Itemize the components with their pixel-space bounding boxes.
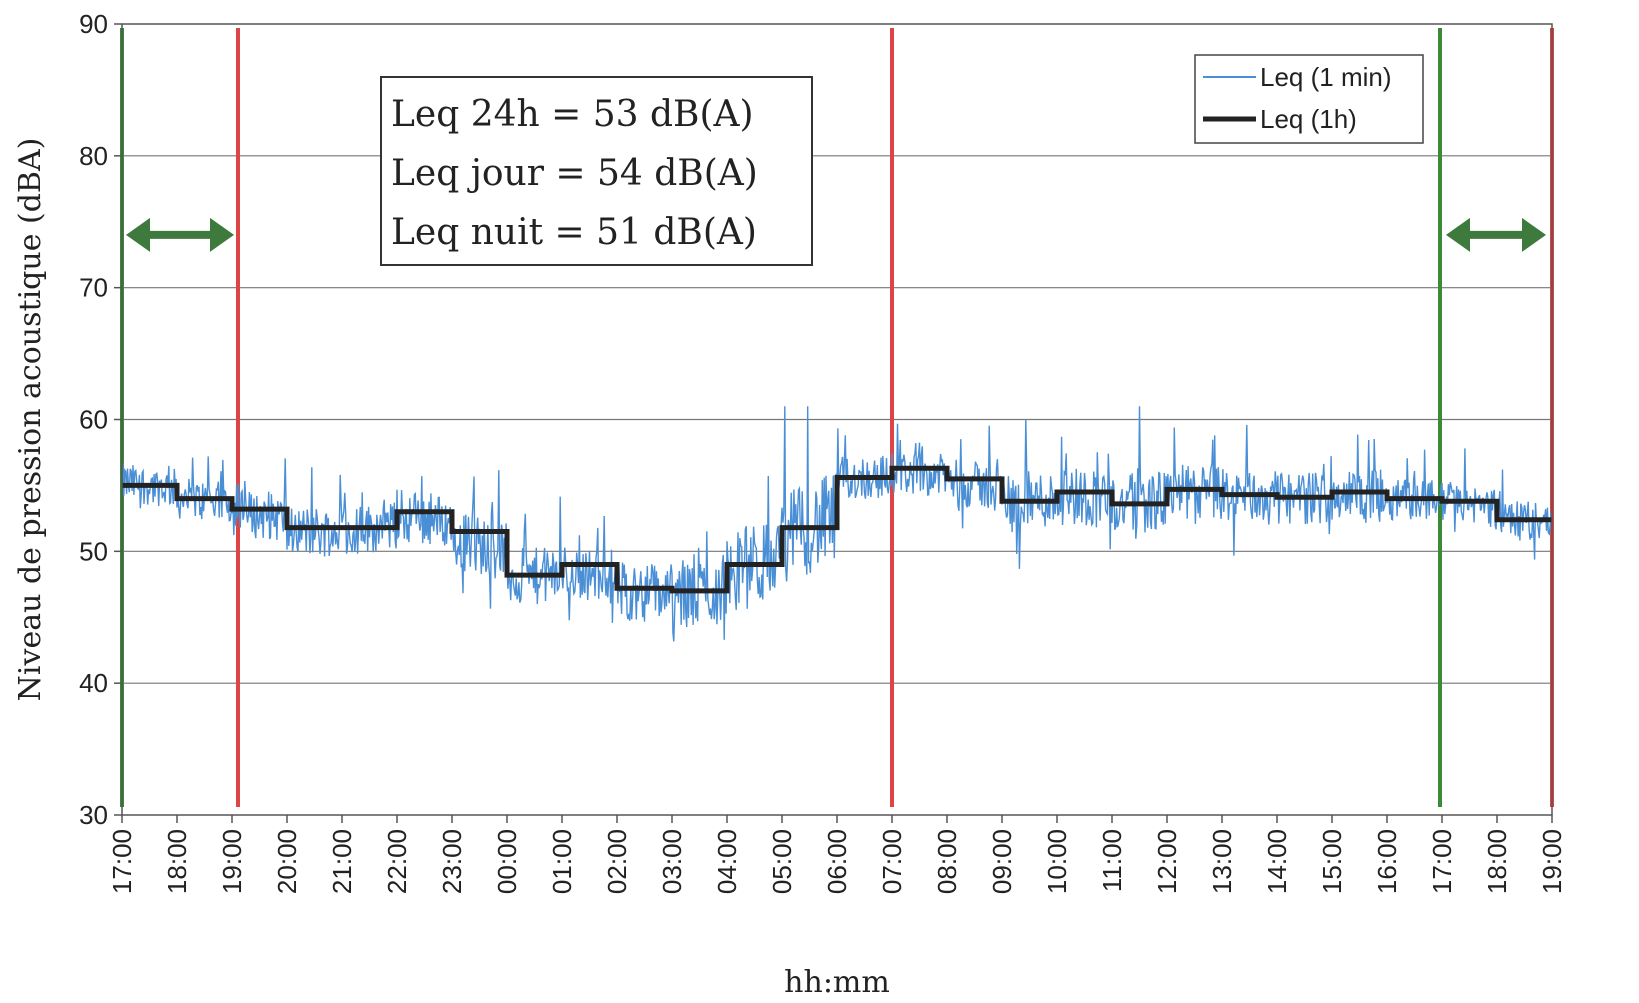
x-axis-title: hh:mm <box>784 965 890 1000</box>
x-tick-label: 17:00 <box>107 829 137 894</box>
x-tick-label: 07:00 <box>877 829 907 894</box>
y-tick-label: 70 <box>79 273 108 303</box>
x-tick-label: 14:00 <box>1262 829 1292 894</box>
series-lines <box>121 406 1552 642</box>
legend: Leq (1 min) Leq (1h) <box>1194 54 1424 144</box>
x-tick-label: 04:00 <box>712 829 742 894</box>
x-tick-label: 06:00 <box>822 829 852 894</box>
x-tick-label: 18:00 <box>162 829 192 894</box>
y-tick-labels: 30 40 50 60 70 80 90 <box>79 9 122 830</box>
x-tick-label: 08:00 <box>932 829 962 894</box>
x-tick-label: 05:00 <box>767 829 797 894</box>
x-tick-label: 19:00 <box>217 829 247 894</box>
leq-nuit-text: Leq nuit = 51 dB(A) <box>391 212 757 253</box>
period-arrow <box>126 217 234 252</box>
x-tick-label: 03:00 <box>657 829 687 894</box>
leq-summary-frame <box>380 76 813 266</box>
legend-frame <box>1194 54 1424 144</box>
x-tick-label: 17:00 <box>1427 829 1457 894</box>
period-arrow <box>1446 217 1546 252</box>
period-arrows <box>126 217 1546 252</box>
y-tick-label: 90 <box>79 9 108 39</box>
x-tick-label: 19:00 <box>1537 829 1567 894</box>
x-tick-label: 10:00 <box>1042 829 1072 894</box>
y-tick-label: 80 <box>79 141 108 171</box>
x-tick-label: 22:00 <box>382 829 412 894</box>
x-tick-label: 23:00 <box>437 829 467 894</box>
x-tick-label: 13:00 <box>1207 829 1237 894</box>
x-tick-label: 09:00 <box>987 829 1017 894</box>
y-tick-label: 60 <box>79 405 108 435</box>
y-tick-label: 40 <box>79 668 108 698</box>
x-tick-label: 20:00 <box>272 829 302 894</box>
series-leq-1h-line <box>122 465 1552 594</box>
x-tick-label: 16:00 <box>1372 829 1402 894</box>
legend-label-leq-1h: Leq (1h) <box>1260 104 1357 134</box>
x-tick-label: 15:00 <box>1317 829 1347 894</box>
x-tick-label: 18:00 <box>1482 829 1512 894</box>
x-tick-label: 02:00 <box>602 829 632 894</box>
y-tick-label: 50 <box>79 536 108 566</box>
leq-summary-box: Leq 24h = 53 dB(A) Leq jour = 54 dB(A) L… <box>380 76 813 266</box>
x-tick-label: 12:00 <box>1152 829 1182 894</box>
x-tick-labels: 17:00 18:00 19:00 20:00 21:00 22:00 23:00 00:00… <box>107 815 1567 894</box>
y-axis-title: Niveau de pression acoustique (dBA) <box>13 138 48 702</box>
legend-label-leq-1min: Leq (1 min) <box>1260 62 1392 92</box>
x-tick-label: 00:00 <box>492 829 522 894</box>
grid-lines <box>122 155 1552 684</box>
leq-jour-text: Leq jour = 54 dB(A) <box>391 153 758 194</box>
vertical-markers <box>120 28 1554 807</box>
leq-24h-text: Leq 24h = 53 dB(A) <box>391 94 754 135</box>
x-tick-label: 11:00 <box>1097 829 1127 892</box>
y-tick-label: 30 <box>79 800 108 830</box>
x-tick-label: 21:00 <box>327 829 357 894</box>
x-tick-label: 01:00 <box>547 829 577 894</box>
